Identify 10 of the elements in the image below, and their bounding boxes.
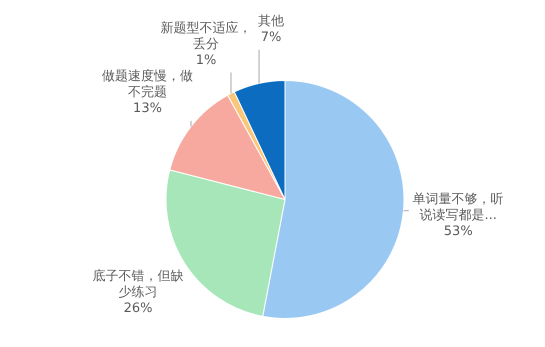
- slice-label: 单词量不够，听说读写都是...: [412, 192, 504, 224]
- data-label: 53%: [444, 224, 473, 240]
- slice-label: 做题速度慢，做不完题: [102, 68, 194, 100]
- data-label: 13%: [133, 101, 162, 116]
- data-label: 1%: [196, 52, 216, 68]
- slice-label: 新题型不适应，丢分: [160, 20, 252, 52]
- data-label: 26%: [124, 301, 153, 316]
- data-label: 7%: [260, 30, 282, 46]
- slice-label: 其他: [258, 14, 284, 30]
- slice-label: 底子不错，但缺少练习: [92, 269, 184, 300]
